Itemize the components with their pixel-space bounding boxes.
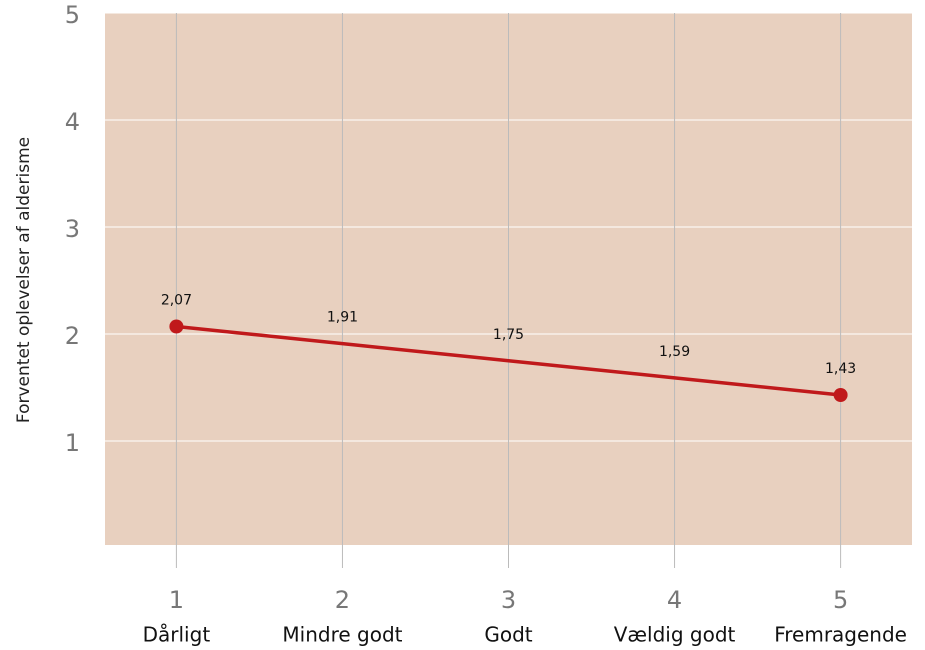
data-label: 1,75 — [493, 327, 524, 343]
category-label: Vældig godt — [614, 623, 736, 647]
category-label: Fremragende — [774, 623, 907, 647]
y-tick-label: 3 — [65, 215, 80, 243]
x-tick-label: 2 — [335, 586, 350, 614]
data-label: 1,91 — [327, 310, 358, 326]
x-tick-label: 5 — [833, 586, 848, 614]
category-label: Godt — [484, 623, 532, 647]
category-label: Mindre godt — [282, 623, 402, 647]
x-tick-label: 3 — [501, 586, 516, 614]
y-tick-label: 5 — [65, 1, 80, 29]
y-axis-label: Forventet oplevelser af alderisme — [14, 137, 34, 423]
y-tick-label: 1 — [65, 429, 80, 457]
line — [176, 324, 841, 397]
marker — [169, 319, 184, 334]
marker — [833, 387, 848, 402]
y-tick-label: 4 — [65, 108, 80, 136]
y-tick-label: 2 — [65, 322, 80, 350]
data-label: 2,07 — [161, 293, 192, 309]
data-label: 1,59 — [659, 344, 690, 360]
x-tick-label: 4 — [667, 586, 682, 614]
x-tick-label: 1 — [169, 586, 184, 614]
category-label: Dårligt — [143, 623, 211, 647]
data-label: 1,43 — [825, 361, 856, 377]
